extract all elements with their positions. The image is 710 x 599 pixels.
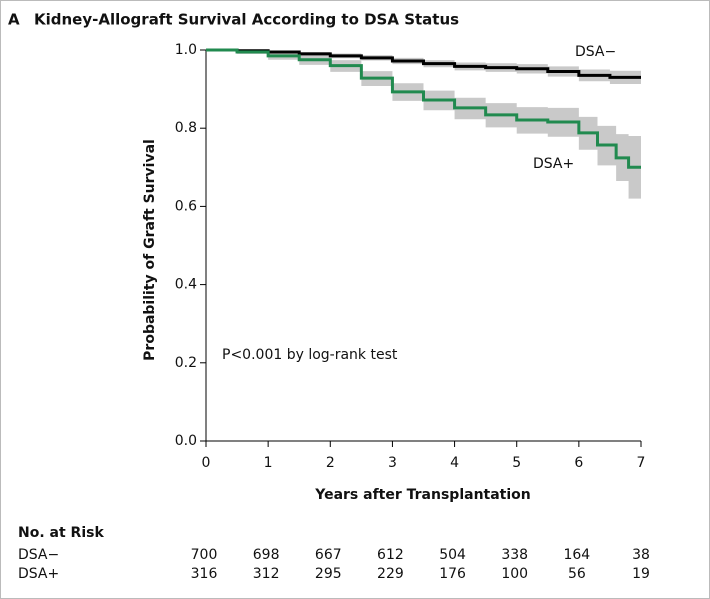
series-label: DSA−	[575, 44, 616, 60]
survival-line	[206, 48, 641, 79]
risk-value: 100	[501, 566, 528, 582]
x-tick-label: 6	[574, 455, 583, 471]
x-axis-label: Years after Transplantation	[314, 487, 531, 503]
y-tick-label: 0.6	[175, 198, 197, 214]
risk-value: 316	[191, 566, 218, 582]
chart-title: Kidney-Allograft Survival According to D…	[34, 11, 459, 29]
risk-row-name: DSA−	[18, 547, 59, 563]
risk-value: 19	[632, 566, 650, 582]
y-tick-label: 0.2	[175, 355, 197, 371]
risk-value: 176	[439, 566, 466, 582]
x-tick-label: 7	[637, 455, 646, 471]
risk-value: 312	[253, 566, 280, 582]
confidence-band	[206, 50, 641, 86]
risk-value: 338	[501, 547, 528, 563]
risk-value: 700	[191, 547, 218, 563]
y-tick-label: 0.4	[175, 277, 197, 293]
x-tick-label: 5	[512, 455, 521, 471]
x-tick-label: 1	[264, 455, 273, 471]
risk-value: 38	[632, 547, 650, 563]
y-axis-label: Probability of Graft Survival	[142, 139, 158, 361]
y-tick-label: 0.8	[175, 120, 197, 136]
x-tick-label: 3	[388, 455, 397, 471]
panel-label: A	[8, 11, 20, 29]
risk-value: 295	[315, 566, 342, 582]
risk-title: No. at Risk	[18, 525, 104, 541]
risk-value: 612	[377, 547, 404, 563]
risk-value: 504	[439, 547, 466, 563]
survival-line	[206, 48, 641, 169]
x-tick-label: 0	[202, 455, 211, 471]
risk-value: 164	[563, 547, 590, 563]
annotation: P<0.001 by log-rank test	[222, 347, 398, 363]
x-tick-label: 4	[450, 455, 459, 471]
confidence-band	[206, 50, 641, 201]
risk-row-name: DSA+	[18, 566, 59, 582]
y-tick-label: 1.0	[175, 42, 197, 58]
risk-value: 56	[568, 566, 586, 582]
risk-value: 698	[253, 547, 280, 563]
x-tick-label: 2	[326, 455, 335, 471]
y-tick-label: 0.0	[175, 433, 197, 449]
series-label: DSA+	[533, 156, 574, 172]
risk-value: 229	[377, 566, 404, 582]
risk-value: 667	[315, 547, 342, 563]
